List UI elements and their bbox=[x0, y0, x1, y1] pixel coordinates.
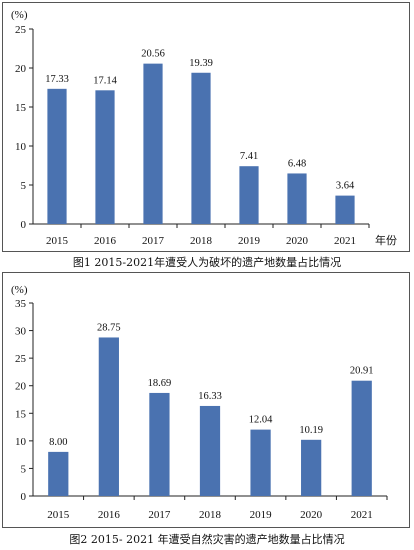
chart-2: 0 5 10 15 20 25 30 35 (%) 2015 8.00 2016 28.75 2017 18… bbox=[11, 284, 388, 521]
chart-1-value-label: 19.39 bbox=[189, 58, 213, 69]
chart-1-value-label: 3.64 bbox=[336, 181, 355, 192]
chart-1-x-axis-label: 年份 bbox=[375, 233, 397, 247]
chart-2-value-label: 10.19 bbox=[299, 425, 323, 436]
chart-1-value-label: 17.14 bbox=[93, 75, 117, 86]
chart-1-bar-2018 bbox=[191, 72, 211, 225]
chart-1-category-label: 2016 bbox=[94, 235, 117, 247]
chart-2-y-axis-label: (%) bbox=[11, 284, 28, 296]
chart-2-y-tick-label: 10 bbox=[15, 436, 27, 448]
chart-1-category-label: 2018 bbox=[190, 235, 213, 247]
chart-1-bar-2021 bbox=[335, 195, 355, 224]
chart-1-bar-2017 bbox=[143, 63, 163, 224]
chart-1-caption: 图1 2015-2021年遭受人为破坏的遗产地数量占比情况 bbox=[72, 256, 342, 269]
chart-2-value-label: 16.33 bbox=[198, 391, 222, 402]
chart-1-y-tick-label: 10 bbox=[15, 141, 27, 153]
chart-2-category-label: 2021 bbox=[351, 509, 373, 521]
chart-2-y-tick-label: 0 bbox=[21, 491, 27, 503]
chart-1-value-label: 7.41 bbox=[240, 151, 258, 162]
chart-2-bar-2015 bbox=[48, 451, 69, 496]
chart-2-bar-2017 bbox=[149, 392, 170, 496]
chart-2-frame: 0 5 10 15 20 25 30 35 (%) 2015 8.00 2016 28.75 2017 18… bbox=[2, 272, 410, 528]
chart-1-category-label: 2021 bbox=[334, 235, 356, 247]
chart-2-value-label: 8.00 bbox=[49, 437, 67, 448]
chart-1-bar-2020 bbox=[287, 173, 307, 224]
chart-1: 0 5 10 15 20 25 (%) 年份 2015 17.33 2016 17.14 2017 20.… bbox=[11, 9, 397, 247]
chart-2-category-label: 2015 bbox=[47, 509, 70, 521]
chart-1-y-axis-label: (%) bbox=[11, 9, 28, 21]
chart-2-caption: 图2 2015- 2021 年遭受自然灾害的遗产地数量占比情况 bbox=[69, 533, 345, 546]
chart-1-category-label: 2015 bbox=[46, 235, 69, 247]
chart-2-category-label: 2020 bbox=[300, 509, 323, 521]
chart-2-y-tick-label: 15 bbox=[15, 408, 27, 420]
chart-2-bar-2021 bbox=[351, 380, 372, 496]
chart-2-y-tick-label: 5 bbox=[21, 463, 27, 475]
chart-2-value-label: 28.75 bbox=[97, 322, 121, 333]
chart-2-bar-2019 bbox=[250, 429, 271, 496]
chart-1-bar-2019 bbox=[239, 166, 259, 224]
chart-1-category-label: 2019 bbox=[238, 235, 261, 247]
chart-2-y-tick-label: 20 bbox=[15, 381, 27, 393]
chart-2-value-label: 18.69 bbox=[148, 378, 172, 389]
chart-1-y-tick-label: 25 bbox=[15, 24, 27, 36]
chart-2-bar-2020 bbox=[301, 439, 322, 496]
chart-1-value-label: 6.48 bbox=[288, 158, 306, 169]
chart-1-category-label: 2020 bbox=[286, 235, 309, 247]
chart-2-bar-2018 bbox=[199, 405, 221, 496]
chart-2-category-label: 2016 bbox=[98, 509, 121, 521]
chart-2-bar-2016 bbox=[98, 337, 119, 496]
chart-2-category-label: 2018 bbox=[199, 509, 222, 521]
chart-1-bar-2016 bbox=[95, 90, 115, 224]
chart-2-y-tick-label: 35 bbox=[15, 298, 27, 310]
chart-2-value-label: 20.91 bbox=[350, 366, 374, 377]
chart-2-y-tick-label: 25 bbox=[15, 353, 27, 365]
chart-1-y-tick-label: 15 bbox=[15, 102, 27, 114]
chart-2-category-label: 2017 bbox=[148, 509, 171, 521]
chart-1-frame: 0 5 10 15 20 25 (%) 年份 2015 17.33 2016 17.14 2017 20.… bbox=[2, 2, 410, 252]
chart-1-bar-2015 bbox=[47, 88, 67, 225]
chart-2-category-label: 2019 bbox=[250, 509, 273, 521]
chart-1-y-tick-label: 5 bbox=[21, 180, 27, 192]
chart-1-value-label: 17.33 bbox=[45, 74, 69, 85]
chart-1-value-label: 20.56 bbox=[141, 49, 165, 60]
chart-1-category-label: 2017 bbox=[142, 235, 165, 247]
chart-1-y-tick-label: 0 bbox=[21, 219, 27, 231]
chart-2-y-tick-label: 30 bbox=[15, 326, 27, 338]
chart-2-value-label: 12.04 bbox=[249, 415, 273, 426]
chart-1-y-tick-label: 20 bbox=[15, 63, 27, 75]
